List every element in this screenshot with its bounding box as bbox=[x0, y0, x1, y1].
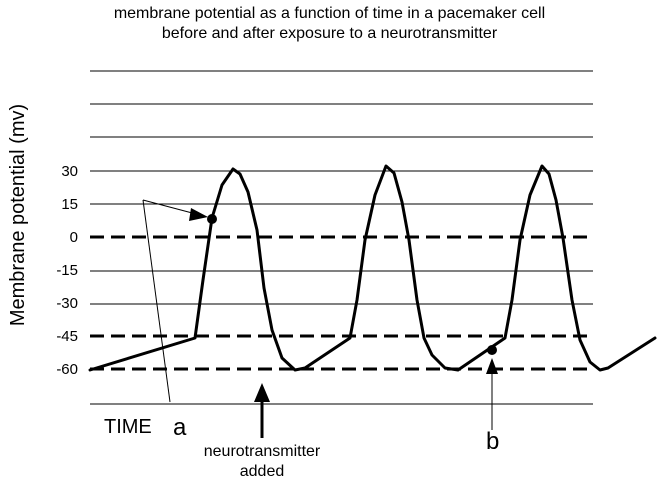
y-tick-minus-45: -45 bbox=[56, 328, 78, 345]
membrane-potential-trace bbox=[88, 164, 657, 372]
point-a-marker bbox=[207, 214, 217, 224]
y-axis-label-text: Membrane potential (mv) bbox=[7, 103, 29, 327]
title-line-2: before and after exposure to a neurotran… bbox=[161, 25, 498, 42]
time-label: TIME bbox=[104, 416, 152, 438]
y-tick-minus-15: -15 bbox=[56, 262, 78, 279]
y-tick-15: 15 bbox=[61, 196, 78, 213]
neurotransmitter-label-line-2: added bbox=[239, 463, 285, 480]
neurotransmitter-label: neurotransmitter added bbox=[196, 442, 328, 482]
title-line-1: membrane potential as a function of time… bbox=[113, 5, 546, 22]
pointer-b bbox=[486, 345, 498, 430]
neurotransmitter-label-line-1: neurotransmitter bbox=[203, 443, 321, 460]
y-tick-minus-60: -60 bbox=[56, 361, 78, 378]
point-a-label: a bbox=[173, 414, 187, 441]
point-b-label: b bbox=[486, 428, 500, 455]
pointer-a bbox=[142, 199, 217, 403]
neurotransmitter-arrow bbox=[254, 383, 270, 438]
y-tick-minus-30: -30 bbox=[56, 295, 78, 312]
point-b-marker bbox=[487, 345, 497, 355]
y-tick-30: 30 bbox=[61, 163, 78, 180]
horizontal-grid-lines bbox=[90, 70, 593, 405]
y-tick-0: 0 bbox=[69, 229, 78, 246]
